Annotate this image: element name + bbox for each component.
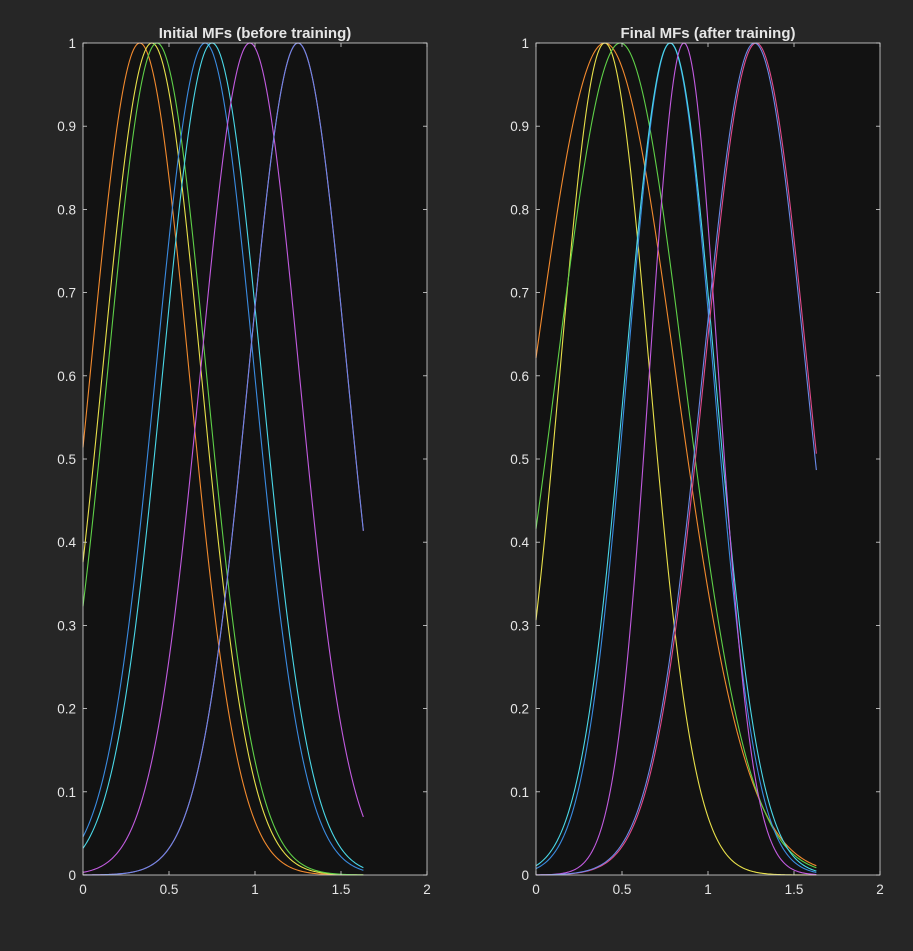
y-tick-label: 0.7: [57, 286, 76, 301]
series-group: [535, 42, 817, 876]
mf-curve-3: [82, 42, 364, 876]
x-tick-label: 1.5: [332, 882, 351, 897]
y-tick-label: 0.9: [57, 119, 76, 134]
y-tick-label: 0.6: [57, 369, 76, 384]
chart-title: Initial MFs (before training): [159, 25, 352, 42]
y-tick-label: 0.9: [510, 119, 529, 134]
y-tick-label: 0: [521, 868, 529, 883]
series-group: [82, 42, 364, 876]
y-tick-label: 0.2: [510, 702, 529, 717]
plot-area: [83, 43, 427, 875]
y-tick-label: 0: [68, 868, 76, 883]
mf-curve-6: [82, 42, 364, 873]
x-tick-label: 0: [532, 882, 540, 897]
mf-curve-4: [82, 42, 364, 871]
mf-curve-5: [82, 42, 364, 869]
y-tick-label: 0.6: [510, 369, 529, 384]
y-tick-label: 0.4: [57, 535, 76, 550]
y-tick-label: 1: [521, 36, 529, 51]
y-tick-label: 0.8: [57, 202, 76, 217]
y-tick-label: 0.5: [57, 452, 76, 467]
x-tick-label: 2: [876, 882, 884, 897]
axes-final-mfs: 0 0.5 1 1.5 2 0 0.1 0.2 0.3 0.4 0.5 0.6 0.7 0.8 0.9 1 Fi…: [510, 25, 884, 897]
y-tick-label: 1: [68, 36, 76, 51]
mf-curve-2: [535, 42, 817, 876]
y-tick-label: 0.8: [510, 202, 529, 217]
mf-curve-8: [82, 42, 364, 876]
mf-curve-2: [82, 42, 364, 876]
y-tick-label: 0.1: [57, 785, 76, 800]
y-tick-label: 0.4: [510, 535, 529, 550]
axes-initial-mfs: 0 0.5 1 1.5 2 0 0.1 0.2 0.3 0.4 0.5 0.6 0.7 0.8 0.9 1 In…: [57, 25, 431, 897]
y-tick-label: 0.1: [510, 785, 529, 800]
plot-area: [536, 43, 880, 875]
x-tick-label: 1: [251, 882, 259, 897]
mf-curve-1: [82, 42, 364, 876]
x-tick-label: 0.5: [613, 882, 632, 897]
mf-curve-3: [535, 42, 817, 869]
mf-curve-6: [535, 42, 817, 876]
chart-title: Final MFs (after training): [620, 25, 795, 42]
x-tick-label: 2: [423, 882, 431, 897]
y-tick-label: 0.7: [510, 286, 529, 301]
x-tick-label: 0.5: [160, 882, 179, 897]
x-tick-label: 1.5: [785, 882, 804, 897]
y-tick-label: 0.2: [57, 702, 76, 717]
x-tick-label: 1: [704, 882, 712, 897]
x-tick-label: 0: [79, 882, 87, 897]
y-tick-label: 0.3: [510, 618, 529, 633]
y-tick-label: 0.5: [510, 452, 529, 467]
mf-curve-8: [535, 42, 817, 876]
mf-curve-5: [535, 42, 817, 872]
y-tick-label: 0.3: [57, 618, 76, 633]
